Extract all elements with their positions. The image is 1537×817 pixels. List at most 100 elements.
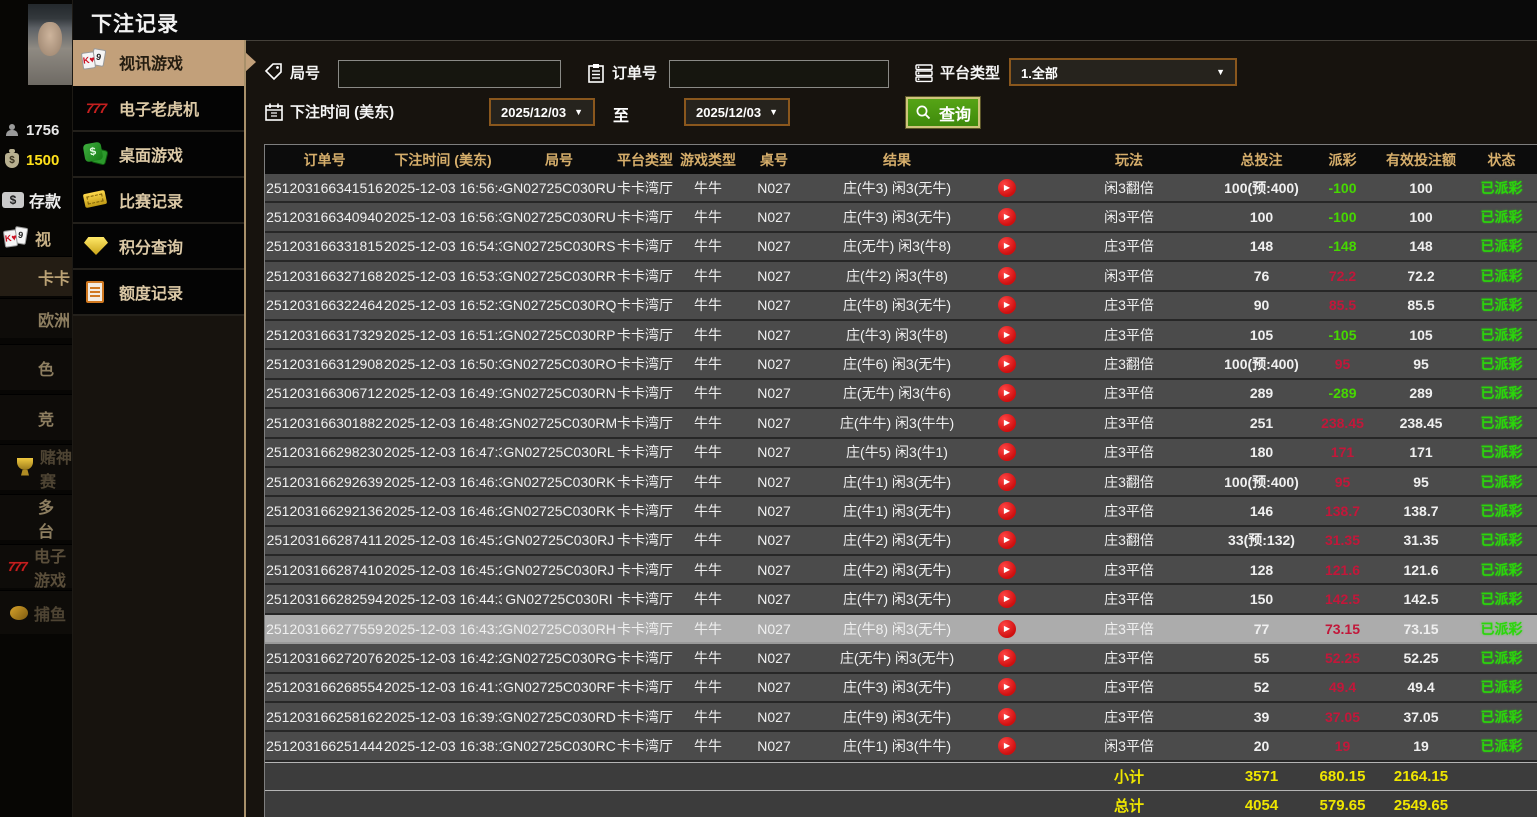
round-no-input[interactable] xyxy=(338,60,561,88)
table-row[interactable]: 251203166268554 2025-12-03 16:41:36 GN02… xyxy=(265,673,1537,704)
table-row[interactable]: 251203166317329 2025-12-03 16:51:29 GN02… xyxy=(265,320,1537,351)
play-video-button[interactable]: ▶ xyxy=(998,678,1016,697)
play-video-button[interactable]: ▶ xyxy=(998,266,1016,285)
date-from-picker[interactable]: 2025/12/03 ▼ xyxy=(489,98,595,126)
bg-nav-slots[interactable]: 777 电子游戏 xyxy=(0,544,72,590)
cell-table-no: N027 xyxy=(757,620,791,637)
totals-label: 小计 xyxy=(1113,769,1144,787)
order-no-label: 订单号 xyxy=(612,65,658,82)
bg-nav-multi[interactable]: 多 台 xyxy=(0,494,72,541)
cell-game-type: 牛牛 xyxy=(694,385,722,402)
table-row[interactable]: 251203166292136 2025-12-03 16:46:25 GN02… xyxy=(265,497,1537,527)
table-row[interactable]: 251203166277559 2025-12-03 16:43:28 GN02… xyxy=(265,614,1537,645)
document-icon xyxy=(82,279,110,305)
bg-nav-jing[interactable]: 竞 xyxy=(0,394,72,440)
deposit-button[interactable]: $ 存款 xyxy=(2,188,61,212)
round-no-label-group: 局号 xyxy=(264,62,320,83)
play-video-button[interactable]: ▶ xyxy=(998,325,1016,344)
cell-platform: 卡卡湾厅 xyxy=(617,649,673,666)
menu-item-quota-records[interactable]: 额度记录 xyxy=(73,270,244,316)
play-video-button[interactable]: ▶ xyxy=(998,443,1016,462)
play-video-button[interactable]: ▶ xyxy=(998,531,1016,550)
play-video-button[interactable]: ▶ xyxy=(998,707,1016,726)
play-video-button[interactable]: ▶ xyxy=(998,413,1016,432)
cell-platform: 卡卡湾厅 xyxy=(617,414,673,431)
cell-platform: 卡卡湾厅 xyxy=(617,385,673,402)
bg-nav-europe[interactable]: 欧洲 xyxy=(0,298,72,338)
cell-game-type: 牛牛 xyxy=(694,561,722,578)
bg-nav-kaka[interactable]: 卡卡 xyxy=(0,256,72,296)
play-video-button[interactable]: ▶ xyxy=(998,648,1016,667)
play-video-button[interactable]: ▶ xyxy=(998,737,1016,756)
cell-valid-bet: 73.15 xyxy=(1403,620,1439,637)
bet-time-label: 下注时间 (美东) xyxy=(290,104,395,121)
bg-nav-fishing[interactable]: 捕鱼 xyxy=(0,590,72,634)
table-row[interactable]: 251203166287410 2025-12-03 16:45:28 GN02… xyxy=(265,556,1537,586)
date-to-picker[interactable]: 2025/12/03 ▼ xyxy=(684,98,790,126)
cell-platform: 卡卡湾厅 xyxy=(617,502,673,519)
cell-platform: 卡卡湾厅 xyxy=(617,620,673,637)
cell-payout: 52.25 xyxy=(1324,649,1361,666)
menu-separator xyxy=(244,40,246,817)
play-video-button[interactable]: ▶ xyxy=(998,237,1016,256)
play-video-button[interactable]: ▶ xyxy=(998,590,1016,609)
menu-item-table-games[interactable]: 桌面游戏 xyxy=(73,132,244,178)
table-row[interactable]: 251203166341516 2025-12-03 16:56:41 GN02… xyxy=(265,174,1537,204)
cell-total-bet: 39 xyxy=(1253,708,1270,725)
play-video-button[interactable]: ▶ xyxy=(998,472,1016,491)
play-video-button[interactable]: ▶ xyxy=(998,384,1016,403)
table-row[interactable]: 251203166282594 2025-12-03 16:44:31 GN02… xyxy=(265,585,1537,615)
table-row[interactable]: 251203166287411 2025-12-03 16:45:28 GN02… xyxy=(265,526,1537,557)
play-video-button[interactable]: ▶ xyxy=(998,501,1016,520)
cell-platform: 卡卡湾厅 xyxy=(617,209,673,226)
menu-item-slots[interactable]: 777 电子老虎机 xyxy=(73,86,244,132)
cell-wanfa: 庄3平倍 xyxy=(1104,297,1154,314)
table-row[interactable]: 251203166301882 2025-12-03 16:48:20 GN02… xyxy=(265,409,1537,439)
play-video-button[interactable]: ▶ xyxy=(998,560,1016,579)
play-video-button[interactable]: ▶ xyxy=(998,355,1016,374)
cell-order-no: 251203166282594 xyxy=(266,591,383,608)
cell-round-no: GN02725C030RQ xyxy=(502,297,616,314)
totals-total-bet: 4054 xyxy=(1244,796,1279,814)
bg-nav-sedie[interactable]: 色 xyxy=(0,344,72,390)
cell-payout: -148 xyxy=(1328,238,1357,255)
table-row[interactable]: 251203166306712 2025-12-03 16:49:17 GN02… xyxy=(265,379,1537,410)
cell-result: 庄(无牛) 闲3(无牛) ▶ xyxy=(806,648,1044,668)
table-row[interactable]: 251203166327168 2025-12-03 16:53:32 GN02… xyxy=(265,262,1537,292)
cell-status: 已派彩 xyxy=(1480,649,1523,666)
table-row[interactable]: 251203166331815 2025-12-03 16:54:32 GN02… xyxy=(265,232,1537,263)
platform-type-select[interactable]: 1.全部 ▼ xyxy=(1009,58,1237,86)
cell-round-no: GN02725C030RJ xyxy=(503,532,615,549)
menu-item-video-games[interactable]: 9 K♥ 视讯游戏 xyxy=(73,40,256,86)
cell-order-no: 251203166306712 xyxy=(266,385,383,402)
order-no-input[interactable] xyxy=(669,60,889,88)
avatar[interactable] xyxy=(28,4,72,85)
table-row[interactable]: 251203166340940 2025-12-03 16:56:32 GN02… xyxy=(265,203,1537,233)
menu-item-points-query[interactable]: 积分查询 xyxy=(73,224,244,270)
totals-valid-bet: 2549.65 xyxy=(1393,796,1449,814)
bg-nav-tournament[interactable]: 赌神赛 xyxy=(0,444,72,491)
table-row[interactable]: 251203166251444 2025-12-03 16:38:13 GN02… xyxy=(265,732,1537,762)
cell-table-no: N027 xyxy=(757,297,791,314)
play-video-button[interactable]: ▶ xyxy=(998,178,1016,197)
cell-round-no: GN02725C030RR xyxy=(502,267,616,284)
play-video-button[interactable]: ▶ xyxy=(998,296,1016,315)
cell-order-no: 251203166272076 xyxy=(266,649,383,666)
video-games-shortcut[interactable]: 9 K♥ 视 xyxy=(2,226,51,250)
table-row[interactable]: 251203166322464 2025-12-03 16:52:34 GN02… xyxy=(265,291,1537,321)
table-row[interactable]: 251203166312908 2025-12-03 16:50:34 GN02… xyxy=(265,350,1537,380)
cell-platform: 卡卡湾厅 xyxy=(617,679,673,696)
totals-total-bet: 3571 xyxy=(1244,768,1279,786)
cell-table-no: N027 xyxy=(757,385,791,402)
table-row[interactable]: 251203166272076 2025-12-03 16:42:21 GN02… xyxy=(265,644,1537,674)
table-row[interactable]: 251203166298230 2025-12-03 16:47:35 GN02… xyxy=(265,438,1537,468)
cell-round-no: GN02725C030RK xyxy=(502,502,616,519)
table-row[interactable]: 251203166258162 2025-12-03 16:39:31 GN02… xyxy=(265,703,1537,733)
play-video-button[interactable]: ▶ xyxy=(998,208,1016,227)
play-video-button[interactable]: ▶ xyxy=(998,619,1016,638)
cell-round-no: GN02725C030RP xyxy=(502,326,616,343)
search-button[interactable]: 查询 xyxy=(905,96,981,129)
cell-table-no: N027 xyxy=(757,561,791,578)
table-row[interactable]: 251203166292639 2025-12-03 16:46:31 GN02… xyxy=(265,467,1537,498)
menu-item-match-records[interactable]: 比赛记录 xyxy=(73,178,244,224)
